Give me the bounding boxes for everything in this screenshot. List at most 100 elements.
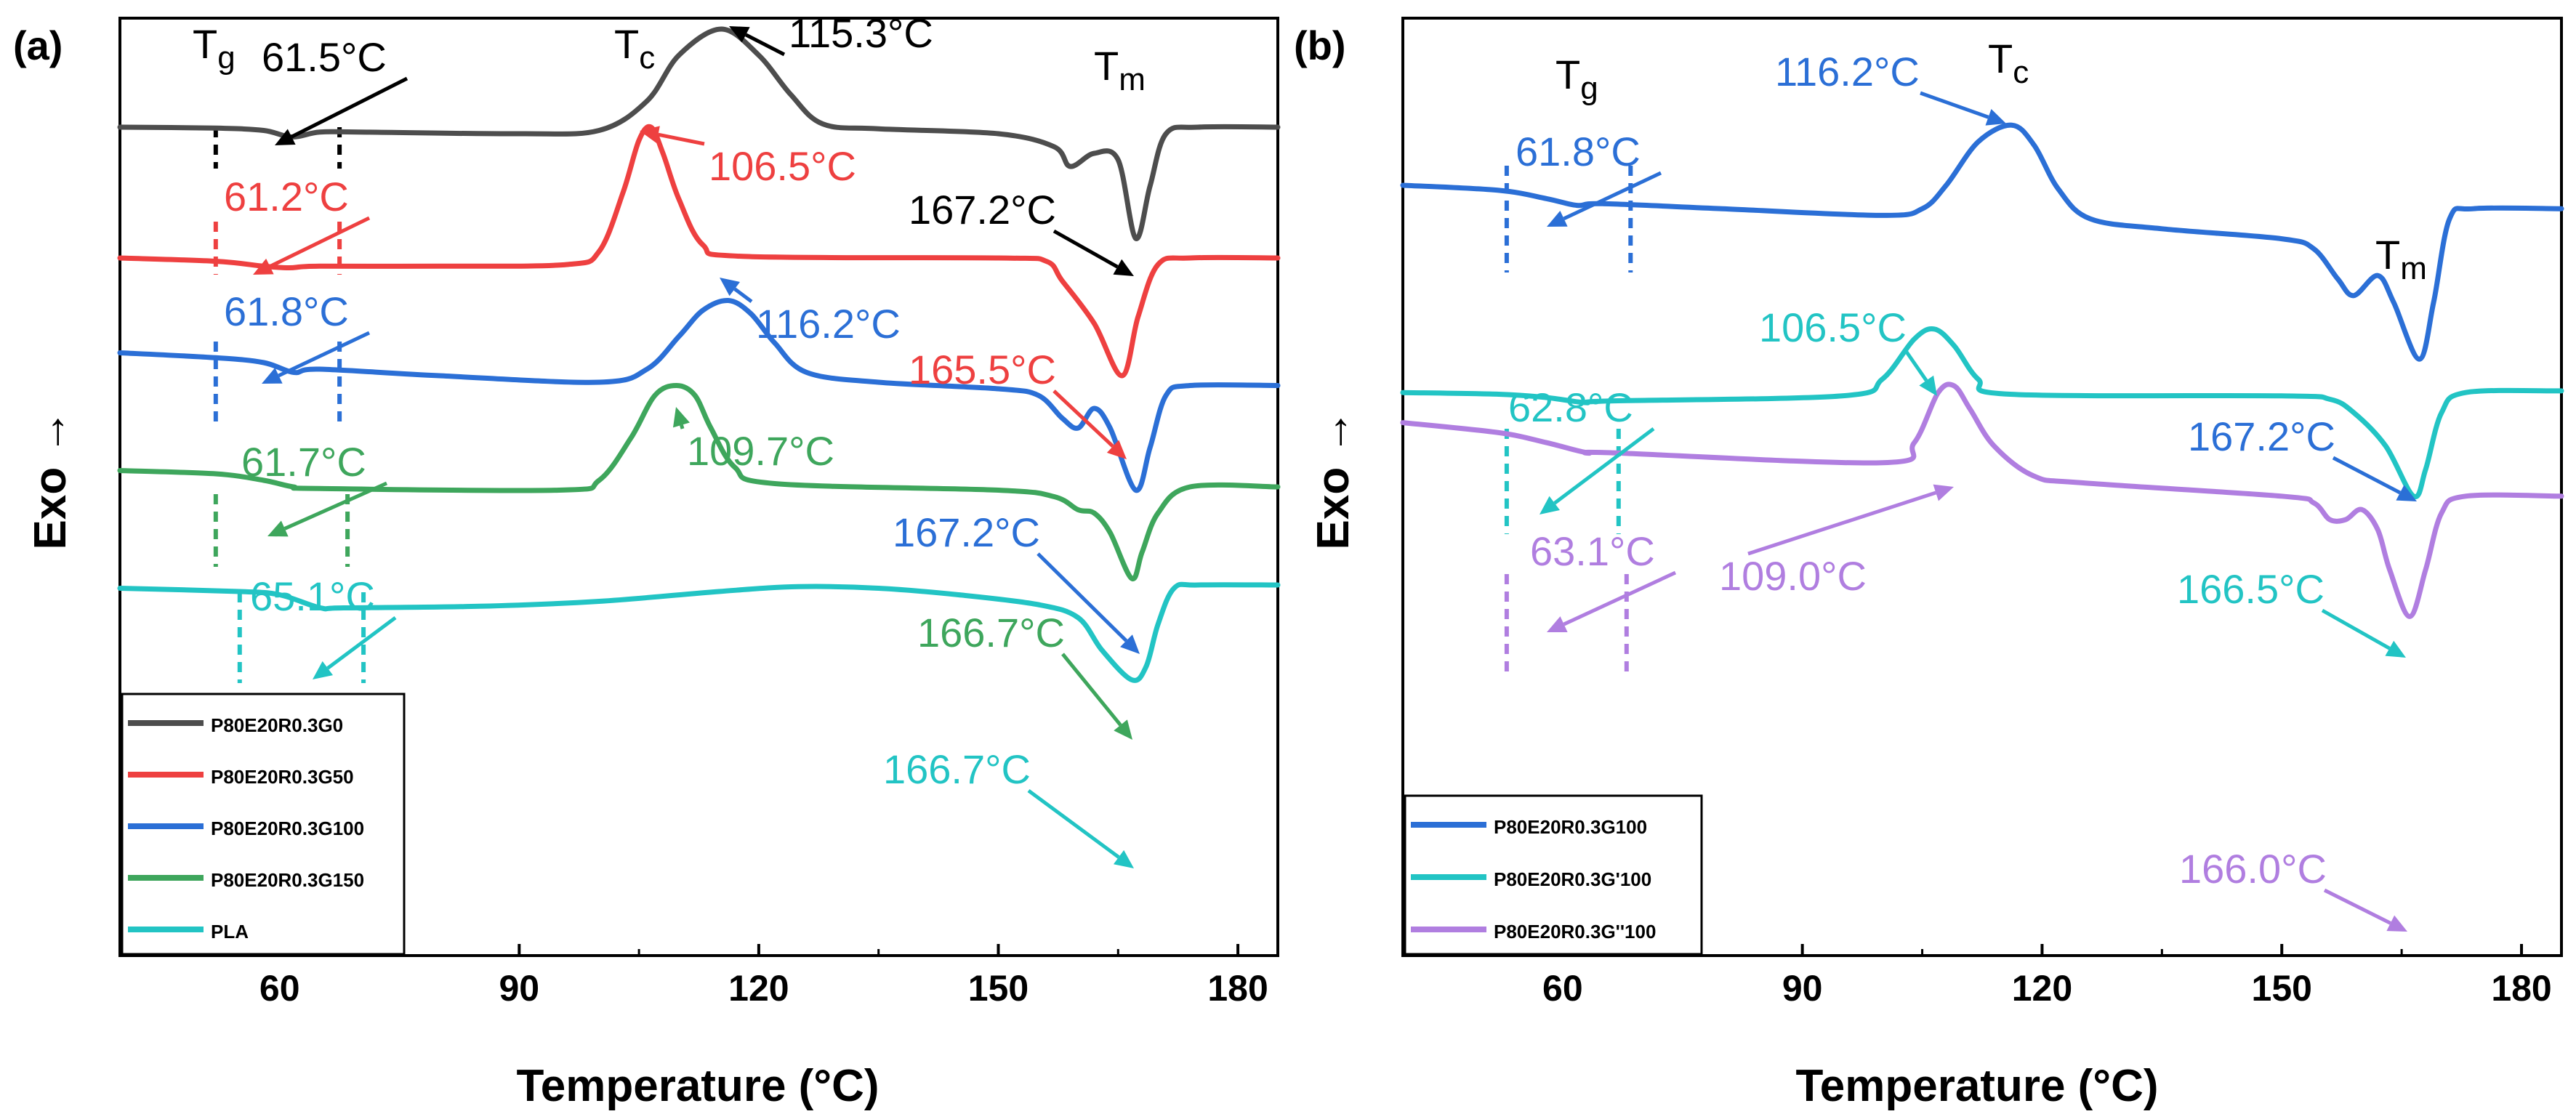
x-tick-label: 150: [2252, 968, 2312, 1009]
annotation-arrow: [291, 76, 408, 139]
annotation-arrow: [680, 424, 685, 429]
x-tick-label: 90: [1782, 968, 1823, 1009]
peak-temperature-label: 167.2°C: [893, 509, 1040, 555]
annotation-arrowhead: [2386, 915, 2407, 932]
peak-temperature-label: 65.1°C: [250, 573, 375, 619]
series-line-2: [117, 297, 1281, 493]
annotation-arrow: [278, 331, 371, 378]
annotation-arrowhead: [253, 258, 274, 275]
panel-a: (a) Exo → Temperature (°C) 60 90 120 150 180…: [13, 10, 1281, 1111]
transition-symbol: Tg: [1555, 52, 1598, 106]
annotation-arrow: [744, 33, 786, 57]
peak-temperature-label: 63.1°C: [1530, 528, 1655, 574]
panel-a-plot-area: 60 90 120 150 180 Tg Tc Tm 61.5°C 115.3°C 167.2°C 6…: [117, 10, 1281, 1009]
legend-label: P80E20R0.3G100: [1494, 816, 1647, 838]
series-line-4: [117, 581, 1281, 683]
annotation-arrowhead: [729, 26, 750, 43]
annotation-arrow: [326, 615, 397, 670]
annotation-arrowhead: [720, 278, 740, 296]
annotation-arrow: [1052, 390, 1114, 448]
annotation-arrowhead: [1113, 849, 1134, 868]
annotation-arrow: [1553, 427, 1655, 505]
peak-temperature-label: 167.2°C: [909, 187, 1056, 233]
annotation-arrowhead: [1985, 108, 2006, 126]
peak-temperature-label: 62.8°C: [1508, 384, 1633, 430]
peak-temperature-label: 166.7°C: [917, 610, 1065, 655]
x-tick-label: 60: [1542, 968, 1583, 1009]
series-line-0: [1400, 122, 2564, 362]
annotation-arrowhead: [1547, 616, 1568, 632]
annotation-arrow: [1920, 91, 1989, 119]
annotation-arrow: [269, 216, 371, 268]
transition-symbol: Tm: [2375, 232, 2427, 286]
peak-temperature-label: 61.7°C: [241, 439, 366, 485]
legend-label: P80E20R0.3G150: [211, 869, 364, 891]
annotation-arrow: [733, 287, 753, 304]
annotation-arrowhead: [262, 368, 283, 384]
transition-symbol: Tg: [193, 21, 236, 76]
x-tick-label: 60: [259, 968, 300, 1009]
annotation-arrowhead: [1539, 496, 1560, 514]
annotation-arrow: [1027, 788, 1120, 859]
annotation-arrowhead: [1106, 440, 1127, 459]
series-line-2: [1400, 382, 2564, 619]
peak-temperature-label: 166.5°C: [2177, 566, 2325, 612]
annotation-arrow: [1902, 347, 1928, 382]
legend-label: P80E20R0.3G100: [211, 818, 364, 839]
legend-label: P80E20R0.3G'100: [1494, 868, 1651, 890]
panel-b-ylabel: Exo →: [1308, 410, 1359, 550]
peak-temperature-label: 166.0°C: [2179, 846, 2327, 892]
peak-temperature-label: 61.2°C: [224, 174, 349, 219]
peak-temperature-label: 165.5°C: [909, 347, 1056, 392]
legend-label: P80E20R0.3G''100: [1494, 921, 1656, 943]
annotation-arrowhead: [275, 129, 296, 145]
series-line-1: [1400, 326, 2564, 500]
peak-temperature-label: 116.2°C: [756, 301, 901, 347]
peak-temperature-label: 115.3°C: [789, 10, 933, 56]
panel-b-plot-area: 60 90 120 150 180 Tg Tc Tm 116.2°C 61.8°C 167.2°C 1…: [1400, 17, 2564, 1009]
transition-symbol: Tm: [1094, 43, 1146, 97]
panel-b-xlabel: Temperature (°C): [1795, 1061, 2158, 1111]
panel-a-ylabel: Exo →: [25, 410, 76, 550]
annotation-arrow: [1563, 570, 1677, 626]
x-tick-label: 180: [1207, 968, 1268, 1009]
series-line-1: [117, 124, 1281, 379]
x-tick-label: 180: [2491, 968, 2551, 1009]
annotation-arrowhead: [1120, 634, 1140, 654]
annotation-arrowhead: [1114, 719, 1132, 740]
annotation-arrowhead: [640, 126, 660, 143]
legend-label: P80E20R0.3G50: [211, 766, 354, 788]
annotation-arrowhead: [313, 661, 334, 679]
annotation-arrowhead: [267, 520, 289, 537]
x-tick-label: 90: [499, 968, 539, 1009]
panel-b: (b) Exo → Temperature (°C) 60 90 120 150 180…: [1294, 17, 2564, 1111]
annotation-arrow: [1052, 229, 1119, 269]
annotation-arrow: [657, 132, 705, 146]
panel-a-xlabel: Temperature (°C): [516, 1061, 879, 1111]
peak-temperature-label: 109.7°C: [687, 428, 834, 474]
x-tick-label: 120: [2012, 968, 2072, 1009]
panel-a-label: (a): [13, 23, 63, 68]
peak-temperature-label: 61.8°C: [1516, 129, 1641, 174]
peak-temperature-label: 116.2°C: [1775, 49, 1920, 94]
legend-label: P80E20R0.3G0: [211, 714, 343, 736]
peak-temperature-label: 167.2°C: [2188, 413, 2335, 459]
annotation-arrow: [1061, 653, 1122, 727]
annotation-arrow: [1037, 552, 1128, 642]
annotation-arrow: [1563, 171, 1662, 221]
annotation-arrow: [2321, 608, 2391, 650]
annotation-arrowhead: [2396, 485, 2417, 501]
annotation-arrow: [2323, 888, 2391, 925]
annotation-arrowhead: [1933, 484, 1954, 501]
peak-temperature-label: 109.0°C: [1719, 553, 1867, 599]
series-line-0: [117, 26, 1281, 241]
series-line-3: [117, 383, 1281, 581]
transition-symbol: Tc: [614, 21, 655, 76]
annotation-arrow: [283, 481, 388, 530]
x-tick-label: 120: [728, 968, 789, 1009]
peak-temperature-label: 61.5°C: [262, 34, 387, 80]
annotation-arrowhead: [1113, 259, 1134, 276]
annotation-arrowhead: [2385, 640, 2406, 658]
peak-temperature-label: 106.5°C: [1759, 304, 1907, 350]
